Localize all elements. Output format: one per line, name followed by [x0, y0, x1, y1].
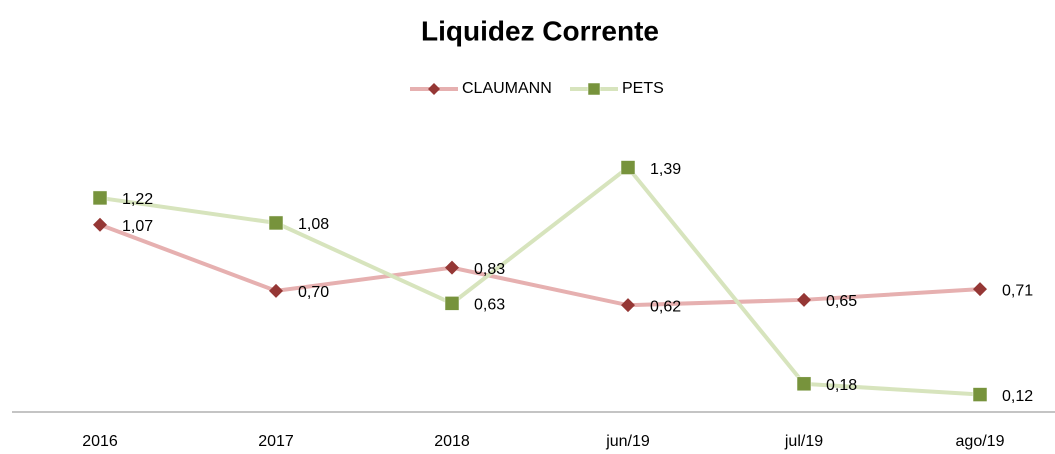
series-line: [99, 222, 981, 308]
x-tick-label: 2016: [82, 433, 118, 450]
data-point: [93, 217, 107, 232]
x-tick-label: jun/19: [605, 433, 650, 450]
data-point: [796, 376, 812, 392]
data-label: 0,62: [650, 298, 681, 315]
legend-marker: [428, 83, 440, 95]
data-label: 1,07: [122, 218, 153, 235]
data-point: [269, 283, 283, 298]
data-label: 0,63: [474, 297, 505, 314]
data-point: [972, 387, 988, 402]
data-point: [268, 215, 284, 231]
data-point: [973, 282, 987, 297]
x-tick-label: jul/19: [784, 433, 823, 450]
legend-label: CLAUMANN: [462, 80, 552, 97]
chart-title: Liquidez Corrente: [421, 15, 659, 46]
data-label: 1,39: [650, 161, 681, 178]
data-point: [92, 190, 108, 206]
data-point: [621, 298, 635, 313]
x-tick-label: ago/19: [956, 433, 1005, 450]
data-label: 0,70: [298, 284, 329, 301]
legend-label: PETS: [622, 80, 664, 97]
data-label: 0,83: [474, 261, 505, 278]
data-label: 1,22: [122, 191, 153, 208]
x-tick-label: 2018: [434, 433, 470, 450]
x-tick-label: 2017: [258, 433, 294, 450]
series-line: [99, 164, 981, 397]
data-label: 0,12: [1002, 388, 1033, 405]
legend-marker: [587, 82, 601, 96]
data-label: 0,18: [826, 377, 857, 394]
data-point: [620, 160, 636, 175]
data-point: [444, 296, 460, 311]
data-point: [445, 260, 459, 275]
data-point: [797, 292, 811, 307]
data-label: 1,08: [298, 216, 329, 233]
data-label: 0,71: [1002, 282, 1033, 299]
data-label: 0,65: [826, 293, 857, 310]
